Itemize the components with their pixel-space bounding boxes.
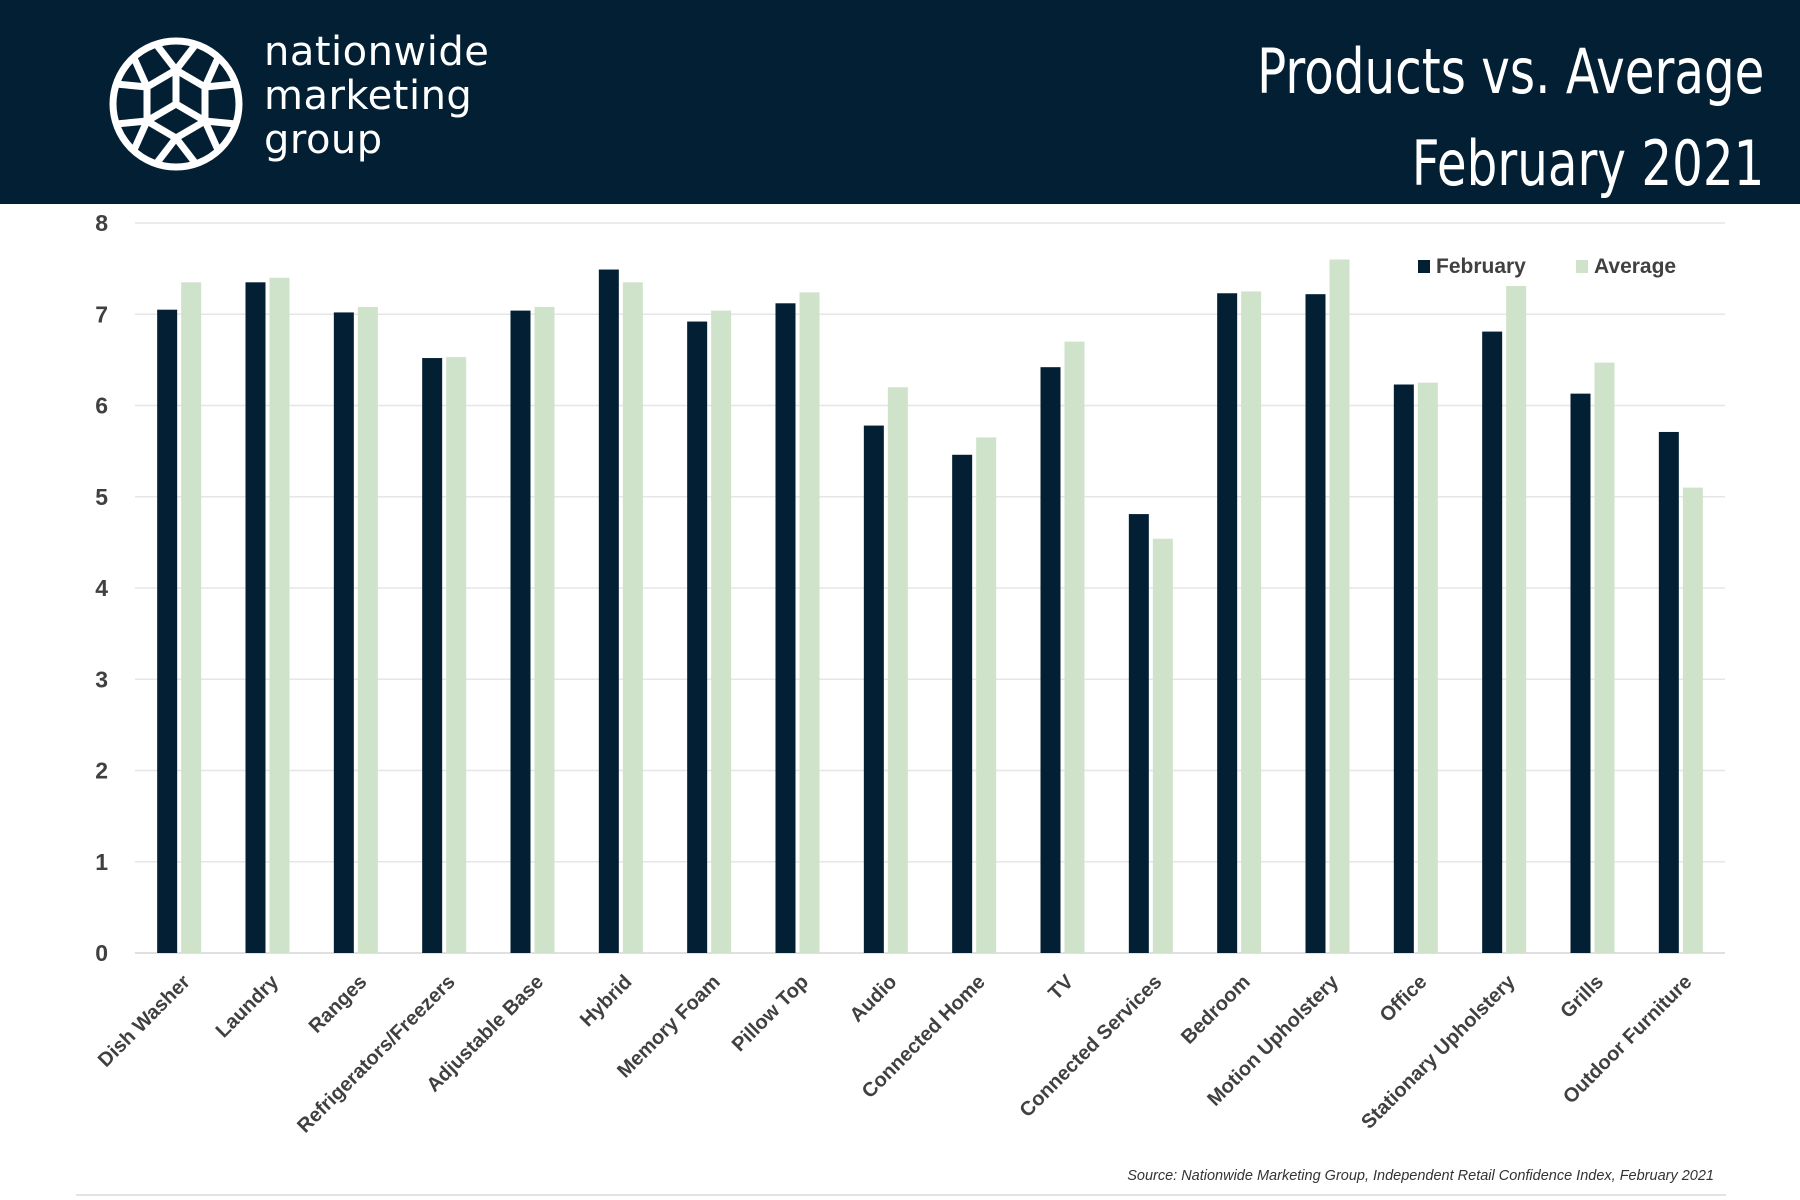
bar-average bbox=[534, 306, 555, 953]
y-tick-label: 1 bbox=[95, 849, 108, 875]
bar-average bbox=[1329, 259, 1350, 953]
bar-february bbox=[1040, 367, 1061, 953]
x-tick-label: Connected Services bbox=[1016, 971, 1167, 1122]
x-tick-label: Office bbox=[1376, 971, 1432, 1027]
bar-february bbox=[510, 310, 531, 954]
bar-average bbox=[887, 387, 908, 953]
bar-february bbox=[1482, 331, 1503, 953]
logo-icon bbox=[109, 37, 243, 171]
x-tick-label: Audio bbox=[846, 971, 902, 1027]
bar-february bbox=[863, 425, 884, 953]
source-note: Source: Nationwide Marketing Group, Inde… bbox=[1127, 1168, 1714, 1184]
x-tick-label: Stationary Upholstery bbox=[1357, 970, 1520, 1133]
legend-swatch bbox=[1576, 260, 1588, 273]
bar-february bbox=[1570, 393, 1591, 953]
bar-february bbox=[775, 303, 796, 953]
bar-average bbox=[181, 282, 202, 953]
bar-average bbox=[1506, 285, 1527, 953]
y-tick-label: 2 bbox=[95, 758, 108, 784]
logo-line-1: nationwide bbox=[264, 29, 490, 75]
header-banner: nationwide marketing group Products vs. … bbox=[0, 0, 1800, 204]
title-line-2: February 2021 bbox=[1411, 127, 1764, 200]
bar-average bbox=[1152, 538, 1173, 953]
bar-chart: 0 1 2 3 4 5 6 7 8 Dish Washer Laundry RangesRefrige… bbox=[94, 210, 1725, 1137]
bar-february bbox=[1393, 384, 1414, 953]
chart-title: Products vs. Average February 2021 bbox=[1257, 26, 1764, 210]
bar-average bbox=[269, 277, 290, 953]
bar-average bbox=[799, 292, 820, 954]
bar-february bbox=[157, 309, 178, 953]
bar-february bbox=[422, 358, 443, 953]
bar-february bbox=[1305, 294, 1326, 953]
y-tick-label: 0 bbox=[95, 940, 108, 966]
bar-february bbox=[1217, 293, 1238, 953]
bar-february bbox=[333, 312, 354, 953]
bar-february bbox=[245, 282, 266, 953]
x-tick-label: TV bbox=[1044, 971, 1078, 1005]
legend-swatch bbox=[1418, 260, 1430, 273]
x-tick-label: Ranges bbox=[305, 971, 372, 1038]
bar-average bbox=[1417, 382, 1438, 953]
bar-february bbox=[598, 269, 619, 954]
x-tick-label: Refrigerators/Freezers bbox=[293, 971, 459, 1137]
bottom-divider bbox=[76, 1194, 1726, 1196]
legend-label: February bbox=[1436, 255, 1526, 278]
y-tick-label: 6 bbox=[95, 393, 108, 419]
bar-average bbox=[1241, 291, 1262, 953]
bar-february bbox=[687, 321, 708, 953]
y-tick-label: 3 bbox=[95, 666, 108, 692]
x-tick-label: Dish Washer bbox=[94, 971, 195, 1072]
bar-average bbox=[711, 310, 732, 954]
y-tick-label: 8 bbox=[95, 210, 108, 236]
y-tick-label: 4 bbox=[95, 575, 108, 601]
legend-label: Average bbox=[1594, 255, 1676, 278]
bar-february bbox=[1658, 431, 1679, 953]
x-tick-label: Grills bbox=[1556, 971, 1608, 1023]
bar-february bbox=[1128, 514, 1149, 953]
title-line-1: Products vs. Average bbox=[1256, 35, 1764, 108]
x-tick-label: Hybrid bbox=[576, 971, 636, 1031]
bar-average bbox=[1064, 341, 1085, 953]
y-tick-label: 7 bbox=[95, 301, 108, 327]
bar-average bbox=[357, 306, 378, 953]
logo-line-2: marketing bbox=[264, 73, 473, 119]
x-tick-label: Bedroom bbox=[1177, 971, 1255, 1049]
bar-average bbox=[976, 437, 997, 953]
bar-average bbox=[446, 357, 467, 953]
logo-line-3: group bbox=[264, 117, 383, 163]
y-tick-label: 5 bbox=[95, 484, 108, 510]
logo-wordmark: nationwide marketing group bbox=[264, 30, 489, 162]
x-tick-label: Laundry bbox=[212, 970, 284, 1042]
bar-average bbox=[1682, 487, 1703, 953]
bar-average bbox=[1594, 362, 1615, 953]
bar-february bbox=[952, 454, 973, 953]
bar-average bbox=[622, 282, 643, 953]
x-tick-label: Pillow Top bbox=[728, 971, 813, 1056]
